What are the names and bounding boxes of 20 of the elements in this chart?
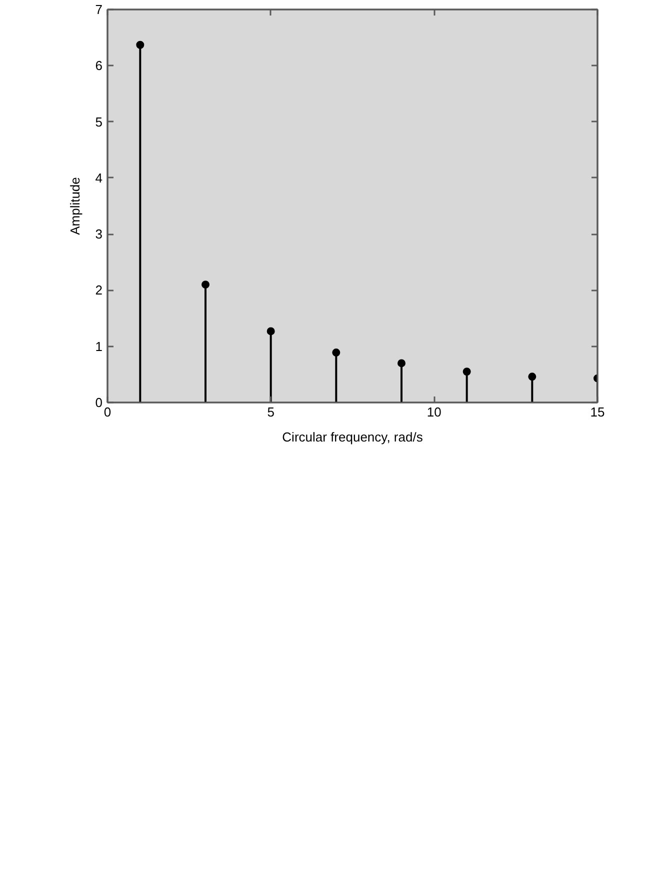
x-tick-label: 5 <box>267 404 274 420</box>
point <box>136 40 144 49</box>
y-tick-label: 6 <box>95 58 103 74</box>
y-axis-title: Amplitude <box>67 177 82 235</box>
y-tick-label: 0 <box>95 395 103 410</box>
y-tick-label: 2 <box>95 282 103 298</box>
y-tick-label: 5 <box>95 114 103 130</box>
x-axis-title: Circular frequency, rad/s <box>282 430 424 444</box>
x-tick-label: 10 <box>426 404 442 420</box>
point <box>202 280 210 289</box>
point <box>462 368 471 376</box>
point <box>266 327 275 336</box>
point <box>398 359 406 368</box>
y-tick-label: 3 <box>95 226 103 242</box>
y-tick-label: 7 <box>95 2 103 17</box>
y-tick-label: 1 <box>95 338 103 354</box>
point <box>528 372 536 381</box>
point <box>332 348 340 357</box>
y-tick-label: 4 <box>95 170 103 186</box>
x-tick-label: 15 <box>590 404 605 420</box>
